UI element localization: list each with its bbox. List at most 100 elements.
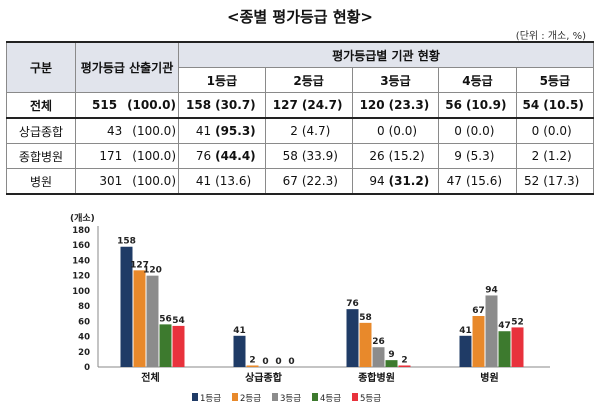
header-grade-3: 3등급 [351, 67, 440, 93]
bar-data-label: 76 [346, 299, 359, 309]
bar-data-label: 2 [249, 355, 255, 365]
header-grade-2: 2등급 [264, 67, 353, 93]
cell-count: 67 [264, 168, 300, 195]
row-total: 43 (100.0) [75, 117, 179, 144]
row-total: 171 (100.0) [75, 143, 179, 169]
cell-pct: (0.0) [541, 117, 595, 144]
x-category-label: 종합병원 [358, 371, 395, 384]
bar-2 [246, 365, 259, 367]
cell-count: 41 [178, 117, 214, 144]
cell-count: 54 [515, 92, 542, 119]
bar-data-label: 54 [172, 316, 185, 326]
cell-pct: (95.3) [213, 117, 266, 144]
row-total-pct: (100.0) [132, 174, 176, 188]
table-body: 전체 515 (100.0) 158 (30.7) 127 (24.7) 120 (23.3) 5… [6, 92, 595, 195]
cell-count: 2 [515, 143, 542, 169]
bar-1 [233, 335, 246, 367]
cell-pct: (15.6) [463, 168, 517, 195]
cell-count: 58 [264, 143, 300, 169]
row-total-count: 171 [99, 149, 123, 163]
cell-count: 9 [438, 143, 464, 169]
row-total: 301 (100.0) [75, 168, 179, 195]
bar-data-label: 41 [459, 326, 472, 336]
y-tick-label: 140 [72, 256, 90, 266]
row-label: 종합병원 [6, 143, 76, 169]
y-tick-label: 60 [78, 317, 90, 327]
header-category: 구분 [6, 41, 76, 93]
bar-data-label: 120 [143, 266, 162, 276]
cell-pct: (10.9) [463, 92, 517, 119]
row-label: 병원 [6, 168, 76, 195]
cell-count: 76 [178, 143, 214, 169]
bar-data-label: 0 [262, 357, 268, 367]
bar-1 [346, 309, 359, 367]
cell-pct: (0.0) [386, 117, 440, 144]
row-total-count: 43 [107, 124, 123, 138]
cell-count: 56 [438, 92, 464, 119]
legend-label-3: 3등급 [280, 394, 301, 404]
row-total-count: 515 [92, 98, 118, 112]
bar-data-label: 56 [159, 314, 172, 324]
header-grade-group: 평가등급별 기관 현황 [178, 41, 594, 68]
cell-pct: (24.7) [299, 92, 353, 119]
bar-1 [459, 335, 472, 367]
bar-data-label: 2 [401, 355, 407, 365]
row-label: 상급종합 [6, 117, 76, 144]
row-total-pct: (100.0) [132, 124, 176, 138]
cell-pct: (0.0) [463, 117, 517, 144]
bar-data-label: 52 [511, 317, 524, 327]
bar-4 [498, 331, 511, 367]
bar-1 [120, 246, 133, 367]
y-tick-label: 100 [72, 287, 90, 297]
legend-swatch-2 [232, 393, 238, 401]
y-tick-label: 40 [78, 333, 90, 343]
bar-data-label: 158 [117, 237, 136, 247]
header-total: 평가등급 산출기관 [75, 41, 179, 93]
unit-note: (단위 : 개소, %) [515, 31, 586, 42]
cell-pct: (5.3) [463, 143, 517, 169]
bar-data-label: 0 [288, 357, 294, 367]
bar-5 [511, 327, 524, 367]
cell-count: 120 [351, 92, 387, 119]
cell-pct: (15.2) [386, 143, 440, 169]
cell-pct: (22.3) [299, 168, 353, 195]
bar-data-label: 127 [130, 260, 149, 270]
cell-pct: (13.6) [213, 168, 266, 195]
x-category-label: 상급종합 [245, 371, 283, 384]
legend-label-2: 2등급 [240, 394, 261, 404]
bar-2 [133, 270, 146, 367]
y-tick-label: 20 [78, 348, 90, 358]
bar-2 [359, 322, 372, 367]
y-tick-label: 120 [72, 272, 90, 282]
legend-label-4: 4등급 [320, 394, 341, 404]
bar-data-label: 58 [359, 313, 372, 323]
bar-data-label: 9 [388, 350, 394, 360]
bar-data-label: 0 [275, 357, 281, 367]
cell-pct: (4.7) [299, 117, 353, 144]
cell-count: 2 [264, 117, 300, 144]
y-axis-label: (개소) [70, 212, 95, 224]
bar-data-label: 41 [233, 326, 246, 336]
bar-data-label: 94 [485, 285, 498, 295]
legend-label-1: 1등급 [200, 394, 221, 404]
cell-count: 0 [515, 117, 542, 144]
cell-count: 0 [438, 117, 464, 144]
cell-pct: (33.9) [299, 143, 353, 169]
cell-count: 94 [351, 168, 387, 195]
cell-pct: (10.5) [541, 92, 595, 119]
cell-count: 0 [351, 117, 387, 144]
page-title: <종별 평가등급 현황> [227, 8, 373, 26]
cell-count: 41 [178, 168, 214, 195]
cell-pct: (30.7) [213, 92, 266, 119]
cell-count: 52 [515, 168, 542, 195]
row-label: 전체 [6, 92, 76, 119]
legend-swatch-1 [192, 393, 198, 401]
row-total-pct: (100.0) [127, 98, 176, 112]
cell-pct: (23.3) [386, 92, 440, 119]
bar-data-label: 47 [498, 321, 511, 331]
bar-data-label: 67 [472, 306, 485, 316]
table-row: 전체 515 (100.0) 158 (30.7) 127 (24.7) 120 (23.3) 5… [6, 92, 595, 119]
header-grade-5: 5등급 [515, 67, 595, 93]
y-tick-label: 0 [84, 363, 90, 373]
